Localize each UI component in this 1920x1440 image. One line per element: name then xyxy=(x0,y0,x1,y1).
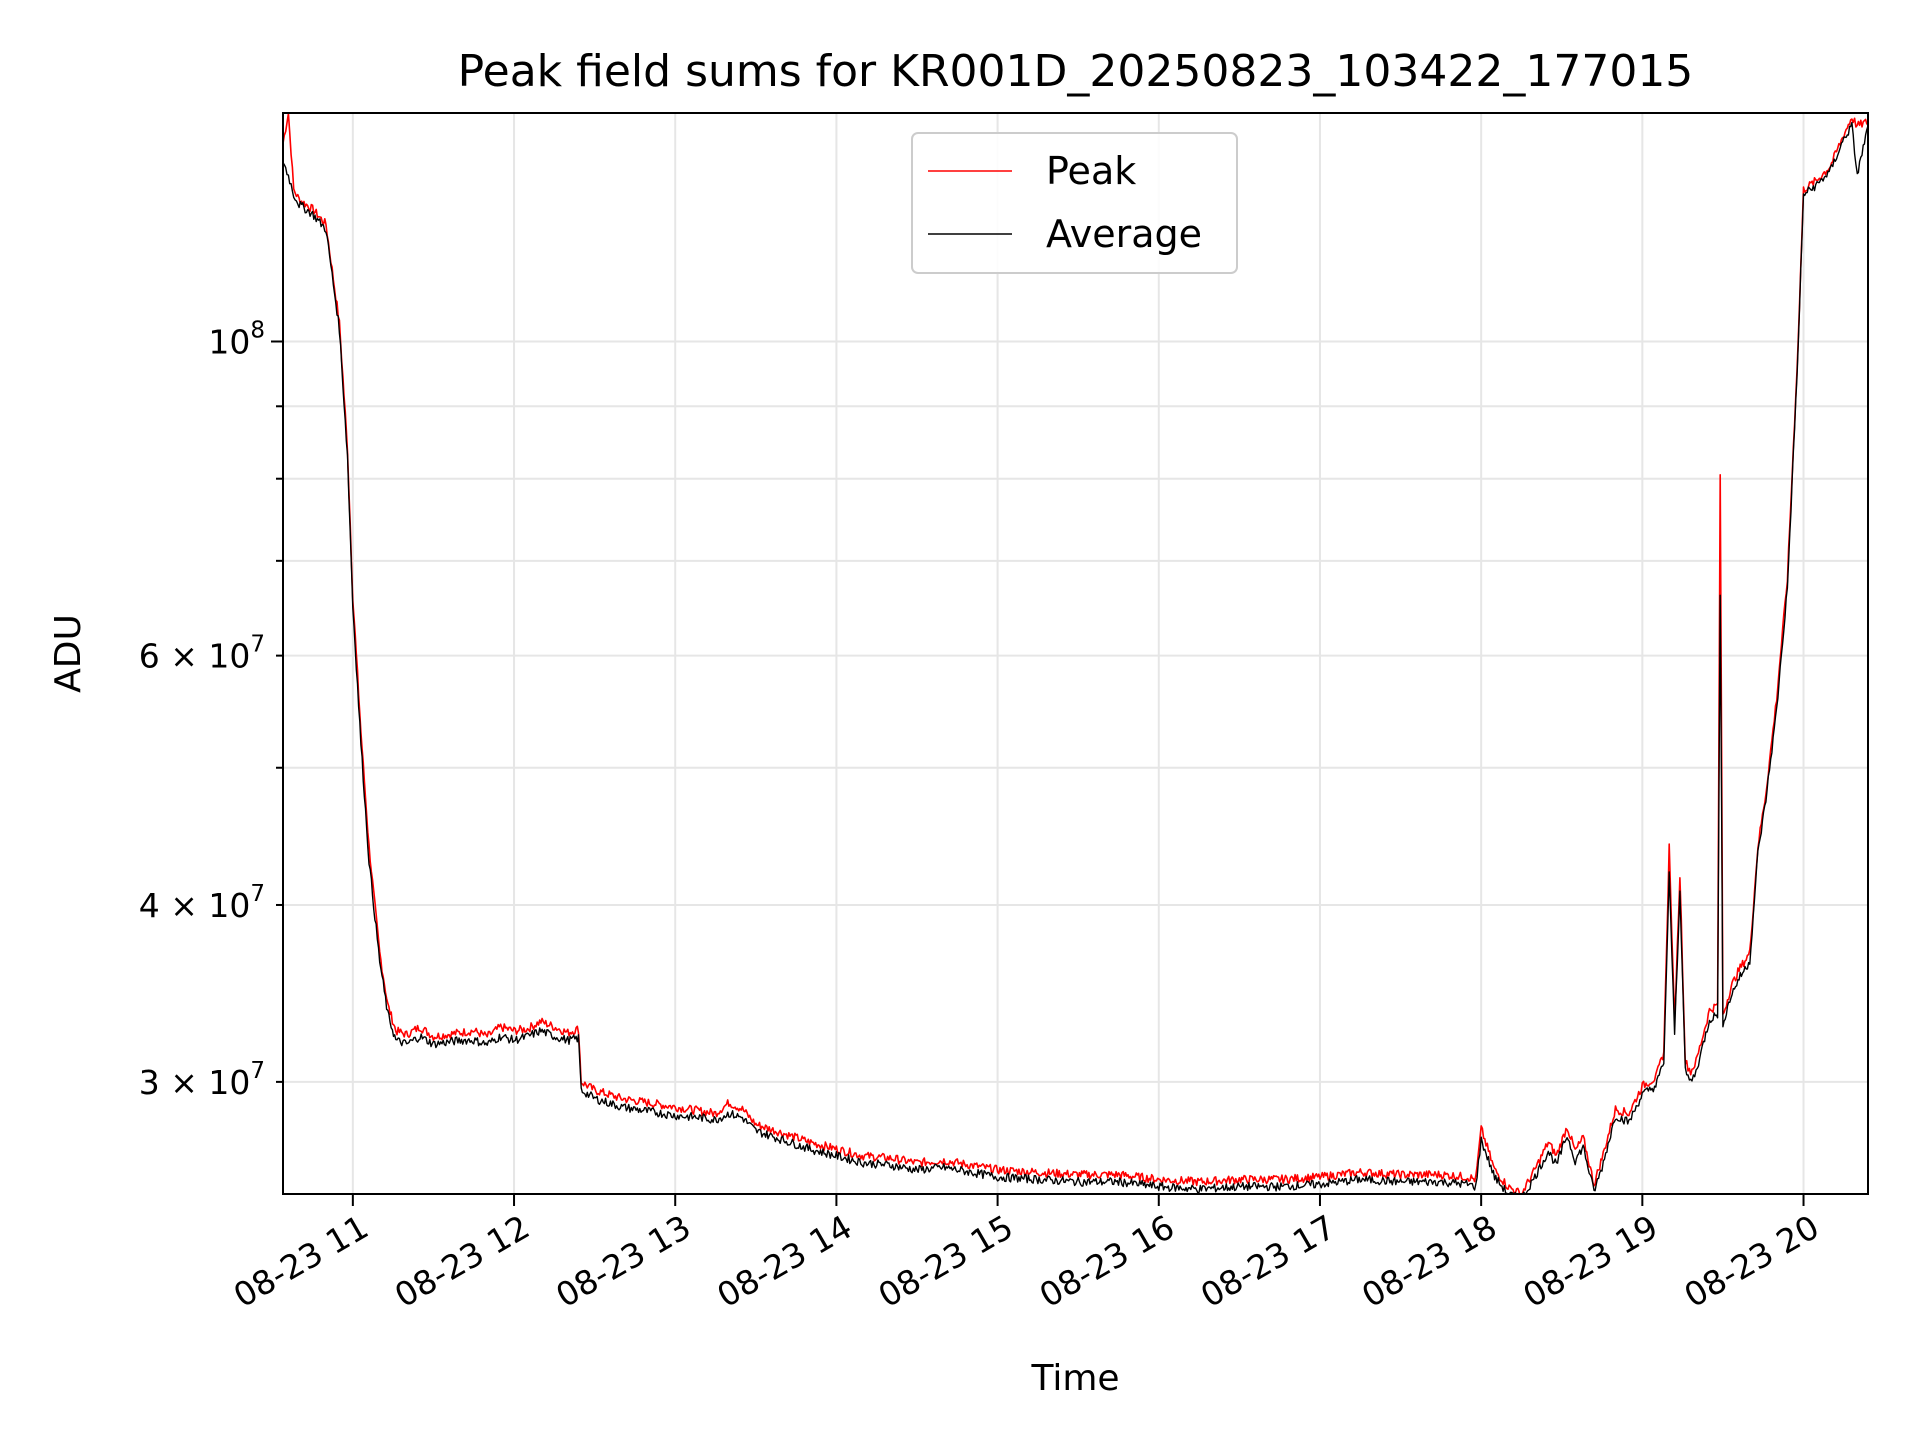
y-tick-mantissa: 3 × 10 xyxy=(139,1063,251,1102)
y-tick-label: 3 × 107 xyxy=(139,1058,265,1102)
y-tick-mantissa: 10 xyxy=(208,322,250,361)
y-tick-label: 4 × 107 xyxy=(139,881,265,925)
grid xyxy=(283,113,1868,1194)
y-tick-mantissa: 6 × 10 xyxy=(139,637,251,676)
x-axis-label: Time xyxy=(1030,1358,1119,1399)
y-axis-label: ADU xyxy=(48,614,89,693)
legend: Peak Average xyxy=(911,132,1238,274)
y-tick-label: 108 xyxy=(208,317,265,361)
y-tick-mantissa: 4 × 10 xyxy=(139,886,251,925)
series-line-average xyxy=(283,121,1868,1194)
legend-label-average: Average xyxy=(1046,212,1202,256)
chart-title: Peak field sums for KR001D_20250823_1034… xyxy=(458,46,1694,97)
plot-lines xyxy=(283,113,1868,1194)
y-tick-label: 6 × 107 xyxy=(139,632,265,676)
legend-box xyxy=(911,132,1238,274)
legend-label-peak: Peak xyxy=(1046,149,1136,193)
y-tick-exponent: 7 xyxy=(250,632,265,658)
y-tick-exponent: 7 xyxy=(250,1058,265,1084)
y-tick-exponent: 8 xyxy=(250,317,265,343)
y-tick-exponent: 7 xyxy=(250,881,265,907)
axes-frame xyxy=(282,112,1869,1195)
series-line-peak xyxy=(283,113,1868,1194)
